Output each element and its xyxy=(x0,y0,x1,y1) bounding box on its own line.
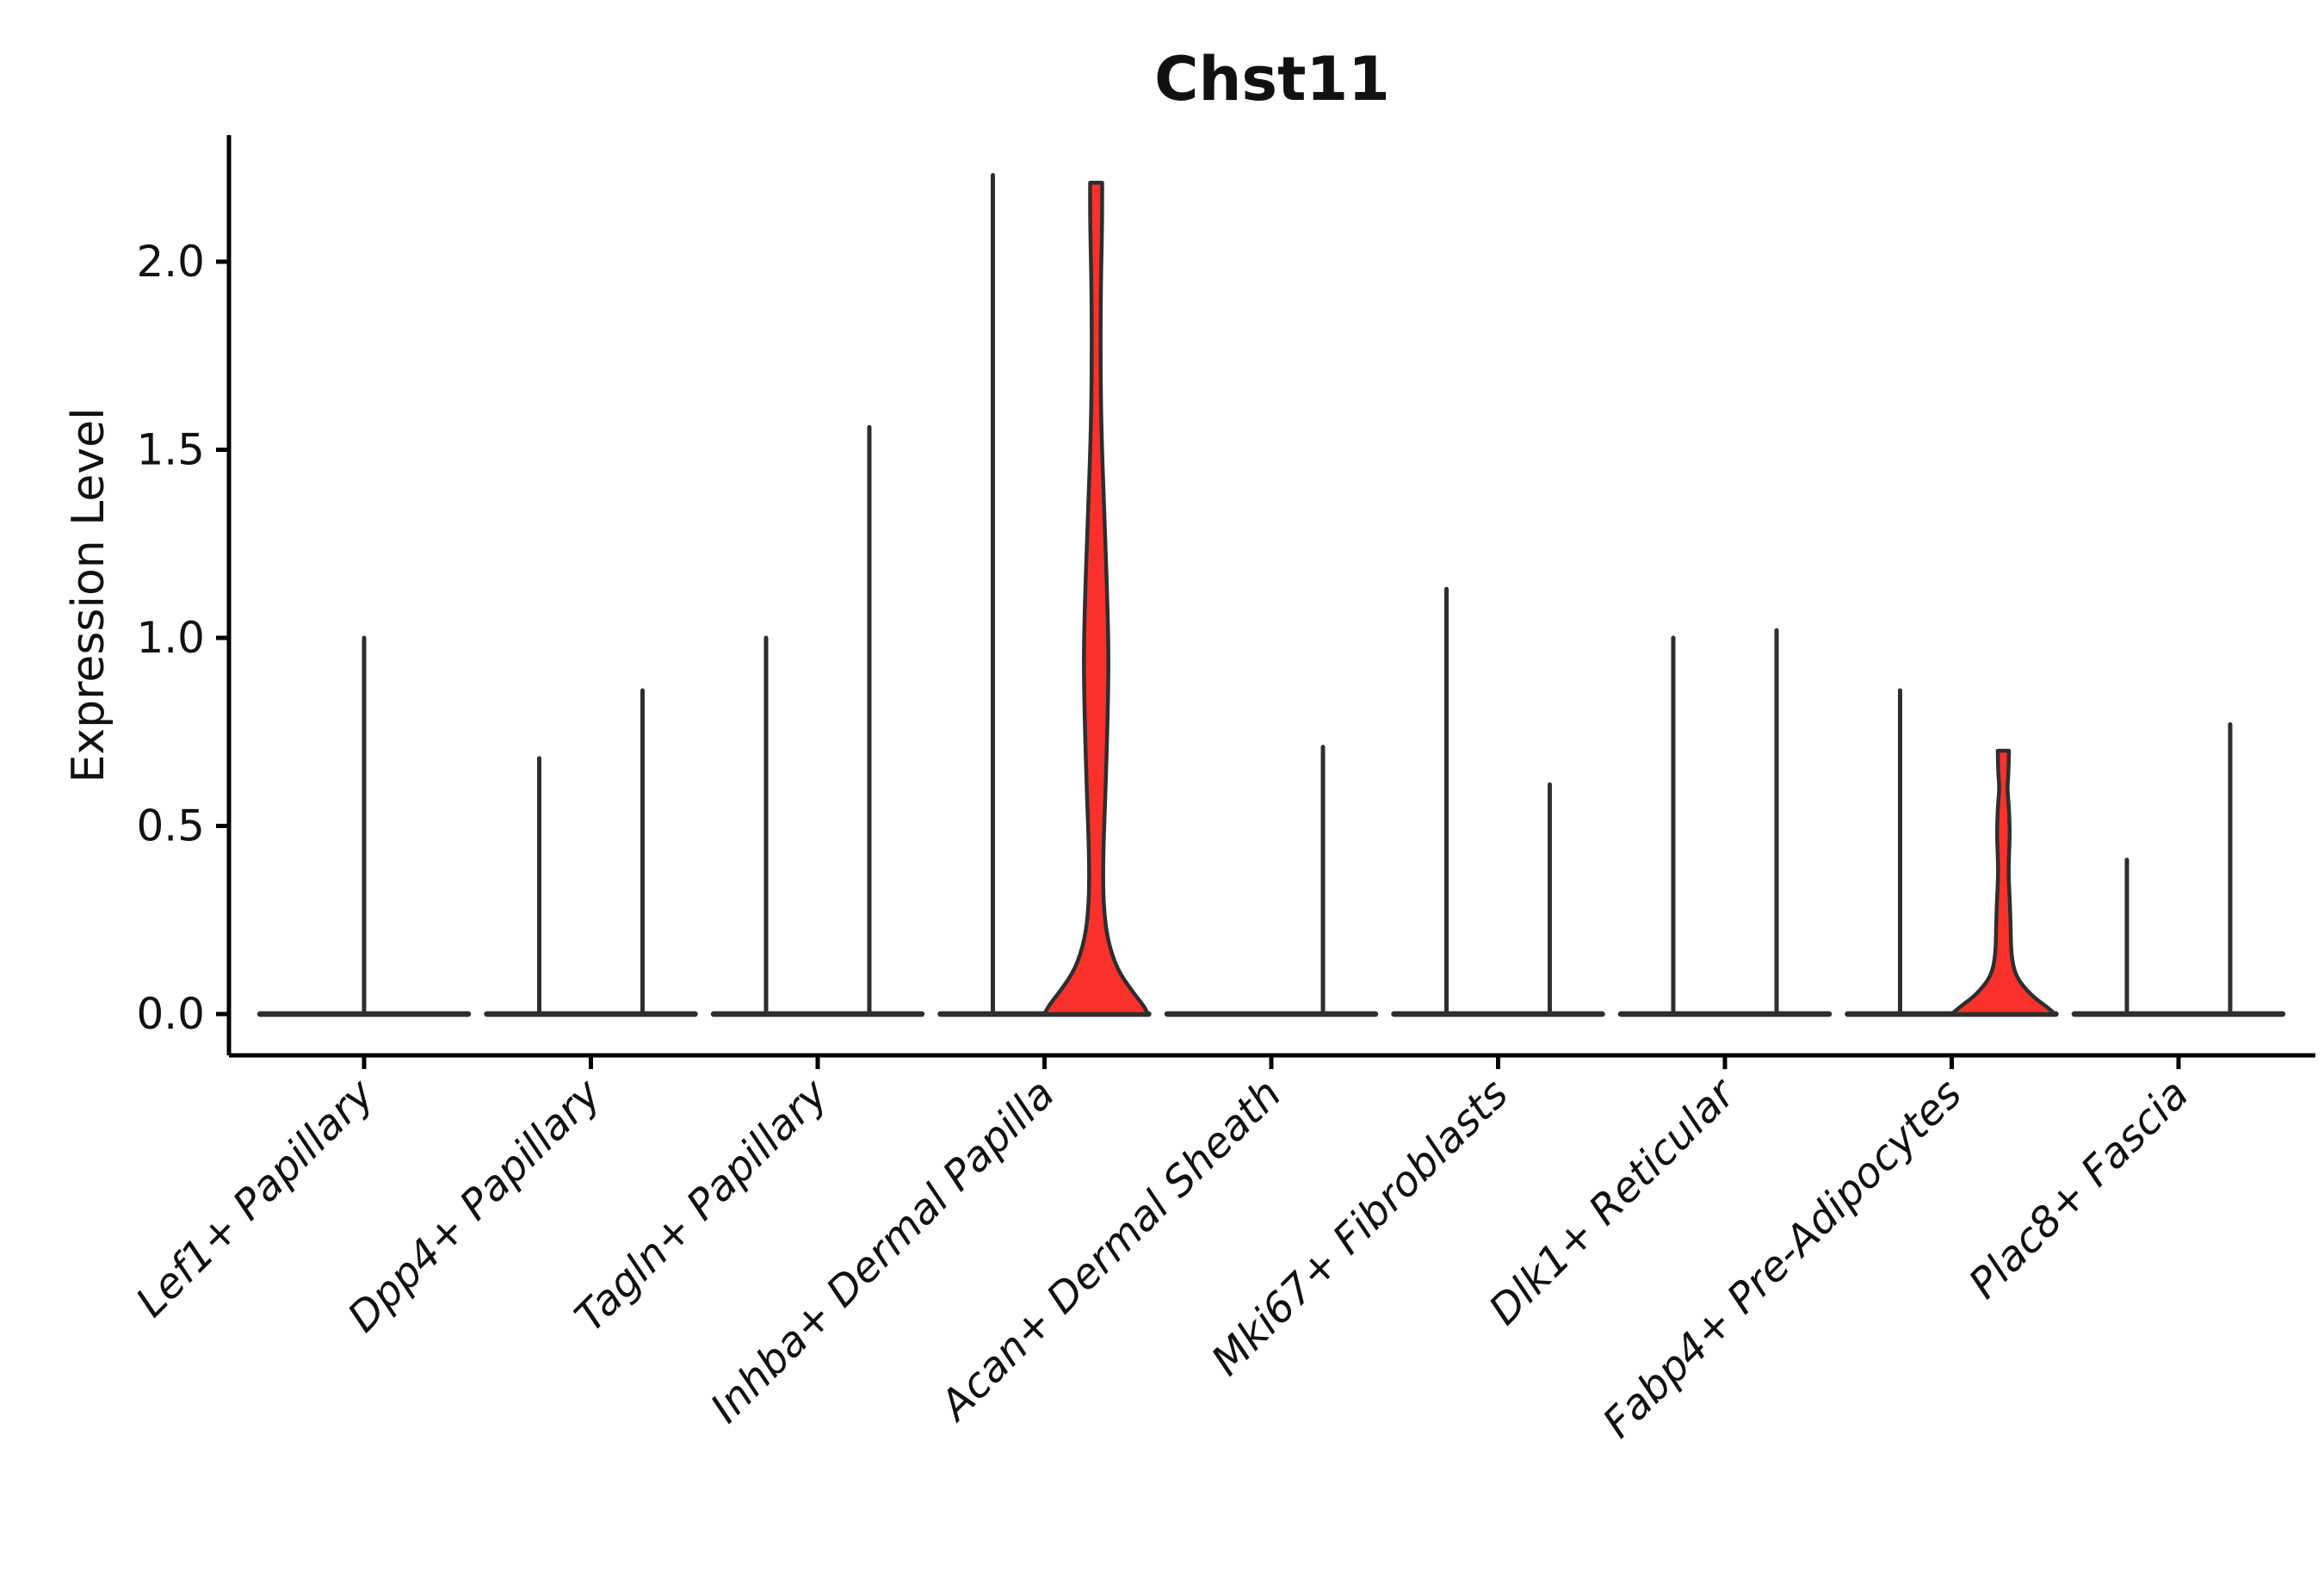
chart-title: Chst11 xyxy=(1154,44,1390,114)
y-tick-label: 0.5 xyxy=(136,801,205,851)
violin-plot-figure: Chst11 Expression Level 0.0 0.5 1.0 1.5 2.0 Lef… xyxy=(34,14,2324,1563)
x-tick-label: Dlk1+ Reticular xyxy=(1480,1068,1746,1335)
y-tick-label: 1.5 xyxy=(136,425,205,475)
y-tick-label: 2.0 xyxy=(136,237,205,287)
x-tick-label: Lef1+ Papillary xyxy=(127,1069,384,1327)
filled-violin xyxy=(1042,180,1150,1017)
y-tick-label: 1.0 xyxy=(136,613,205,663)
y-axis-label: Expression Level xyxy=(63,407,114,782)
x-tick-label: Tagln+ Papillary xyxy=(566,1069,838,1341)
x-tick-label: Plac8+ Fascia xyxy=(1960,1070,2198,1308)
chart-canvas: Chst11 Expression Level 0.0 0.5 1.0 1.5 2.0 Lef… xyxy=(63,44,2315,1448)
filled-violin xyxy=(1950,748,2057,1017)
x-tick-label: Fabp4+ Pre-Adipocytes xyxy=(1593,1070,1971,1448)
y-tick-label: 0.0 xyxy=(136,989,205,1039)
x-tick-label: Dpp4+ Papillary xyxy=(338,1069,610,1341)
